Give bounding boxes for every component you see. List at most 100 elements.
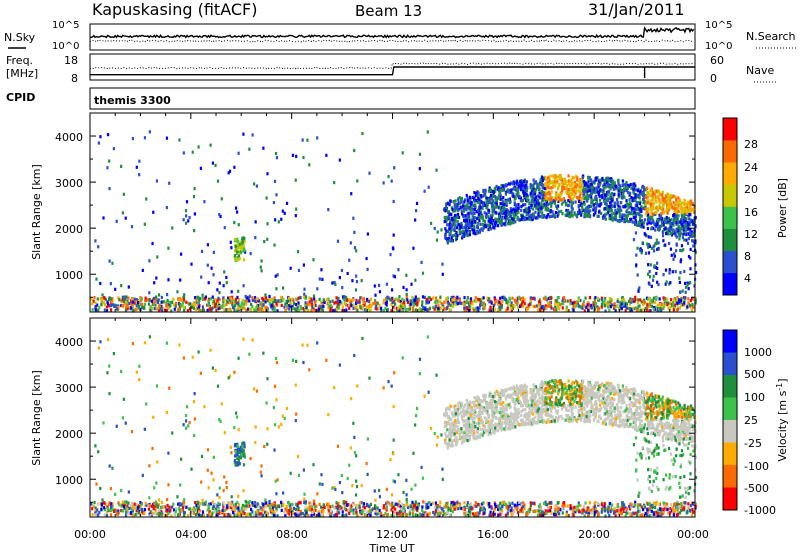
velocity-cell [317, 510, 320, 514]
power-cell [504, 200, 508, 204]
velocity-cell [563, 503, 566, 507]
power-cell [214, 305, 217, 309]
power-cell [345, 308, 348, 312]
velocity-cell [314, 508, 317, 512]
power-cell [649, 217, 652, 221]
power-cell [384, 307, 387, 311]
power-cell [658, 213, 661, 217]
power-cell [206, 243, 210, 247]
power-cell [137, 306, 141, 310]
power-cell [446, 300, 450, 304]
power-cell [214, 163, 217, 167]
power-cell [620, 219, 623, 223]
power-cell [649, 235, 653, 239]
power-cell [469, 202, 472, 206]
power-cell [632, 238, 636, 242]
power-cell [571, 207, 574, 211]
power-cell [158, 305, 162, 309]
power-cell [355, 274, 358, 278]
power-colorbar-segment [723, 206, 737, 229]
power-cell [394, 302, 397, 306]
power-cell [290, 302, 293, 306]
power-cell [632, 216, 635, 220]
power-cell [640, 191, 643, 195]
velocity-cell [180, 503, 183, 507]
power-cell [128, 301, 131, 306]
power-cell [530, 200, 533, 204]
power-cell [213, 298, 216, 302]
power-cell [253, 182, 256, 186]
velocity-cell [123, 506, 126, 510]
power-cell [423, 295, 426, 300]
power-cell [590, 191, 593, 195]
power-cell [501, 188, 504, 192]
power-cell [608, 213, 611, 218]
power-cell [200, 275, 203, 279]
power-cell [236, 308, 239, 312]
power-cell [681, 210, 684, 215]
power-cell [451, 298, 455, 302]
power-cell [607, 182, 610, 187]
power-cell [475, 309, 479, 313]
power-cell [496, 302, 500, 306]
power-cell [204, 297, 207, 301]
power-cell [242, 304, 245, 308]
power-cell [237, 258, 240, 262]
power-cell [448, 203, 451, 207]
power-cell [232, 305, 235, 310]
power-cell [651, 212, 654, 216]
velocity-cell [296, 510, 299, 514]
power-cell [483, 303, 486, 307]
power-cell [382, 181, 385, 185]
power-cell [480, 200, 483, 204]
velocity-cell [250, 513, 253, 517]
power-cell [612, 179, 615, 183]
power-cell [679, 232, 682, 236]
power-cell [479, 210, 483, 214]
power-cell [655, 189, 658, 193]
power-cell [690, 296, 694, 300]
power-cell [616, 186, 619, 190]
power-cell [526, 186, 529, 190]
power-cell [152, 210, 155, 214]
power-cell [638, 201, 642, 206]
power-cell [141, 302, 144, 307]
power-cell [284, 302, 287, 306]
power-cell [530, 198, 533, 202]
power-cell [532, 296, 535, 300]
power-cell [496, 218, 499, 222]
power-cell [491, 213, 494, 217]
power-cell [659, 306, 662, 311]
power-cell [691, 202, 694, 206]
power-cell [656, 247, 659, 251]
power-cell [385, 300, 388, 305]
power-cell [303, 295, 306, 299]
power-cell [471, 195, 474, 200]
power-cell [478, 219, 481, 223]
velocity-cell [195, 506, 198, 510]
power-cell [237, 289, 240, 293]
power-cell [613, 217, 616, 221]
power-cell [614, 309, 617, 313]
velocity-cell [662, 511, 665, 516]
power-cell [516, 299, 519, 303]
power-cell [544, 297, 547, 301]
power-cell [662, 239, 665, 243]
power-cell [665, 231, 668, 236]
velocity-cell [109, 513, 113, 517]
power-cell [159, 307, 162, 311]
power-cell [593, 197, 596, 202]
power-cell [103, 296, 106, 300]
velocity-cell [240, 512, 243, 516]
velocity-cell [286, 504, 290, 508]
power-cell [683, 220, 686, 224]
power-cell [629, 217, 632, 222]
power-cell [227, 300, 230, 305]
power-cell [603, 297, 606, 301]
power-cell [585, 187, 589, 191]
power-cell [646, 303, 649, 307]
power-cell [593, 180, 596, 184]
power-cell [628, 308, 632, 312]
velocity-cell [135, 503, 138, 507]
velocity-cell [504, 513, 508, 517]
